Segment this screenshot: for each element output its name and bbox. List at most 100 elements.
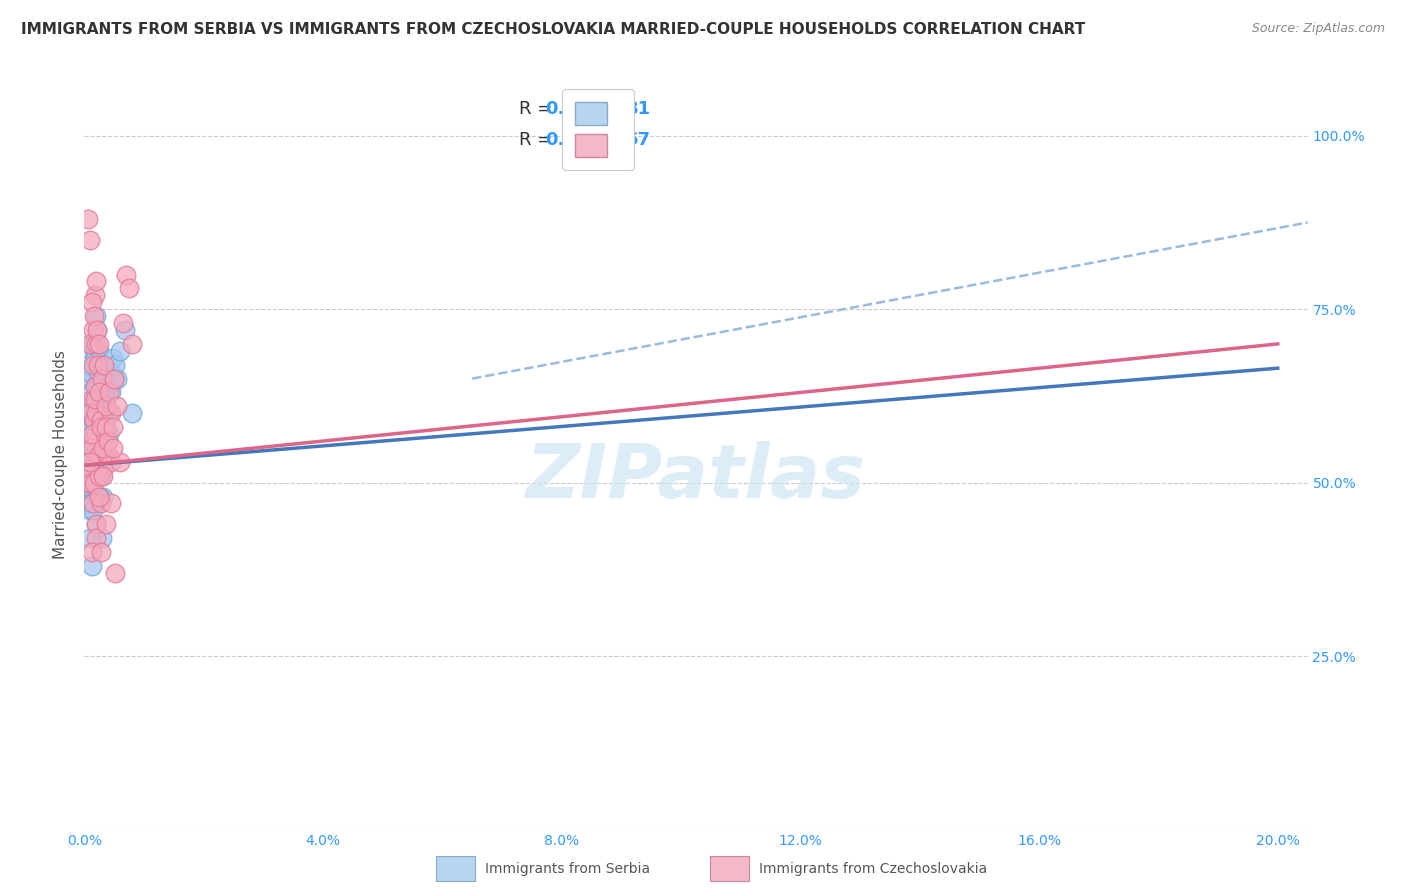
Point	[84, 309, 107, 323]
Text: ZIPatlas: ZIPatlas	[526, 441, 866, 514]
Point	[82, 496, 104, 510]
Point	[89, 490, 111, 504]
Point	[87, 358, 110, 372]
Point	[89, 400, 111, 414]
Point	[84, 441, 107, 455]
Point	[90, 468, 112, 483]
Text: N =: N =	[598, 100, 638, 118]
Point	[98, 385, 121, 400]
Point	[83, 343, 105, 358]
Y-axis label: Married-couple Households: Married-couple Households	[53, 351, 69, 559]
Point	[97, 448, 120, 462]
Point	[84, 337, 107, 351]
Point	[79, 406, 101, 420]
Point	[80, 392, 103, 407]
Point	[83, 475, 105, 490]
Point	[91, 371, 114, 385]
Point	[77, 212, 100, 227]
Point	[84, 351, 107, 365]
Point	[84, 517, 107, 532]
Point	[87, 448, 110, 462]
Point	[84, 288, 107, 302]
Point	[84, 275, 107, 289]
Text: 0.198: 0.198	[546, 131, 603, 149]
Point	[93, 462, 115, 476]
Point	[77, 483, 100, 497]
Point	[84, 427, 107, 442]
Point	[79, 233, 101, 247]
Point	[84, 517, 107, 532]
Point	[87, 400, 110, 414]
Point	[121, 406, 143, 420]
Point	[83, 351, 105, 365]
Text: Immigrants from Serbia: Immigrants from Serbia	[485, 862, 650, 876]
Point	[79, 420, 101, 434]
Point	[82, 413, 104, 427]
Point	[96, 427, 118, 442]
Point	[90, 496, 112, 510]
Point	[100, 406, 122, 420]
Text: 81: 81	[626, 100, 651, 118]
Point	[90, 420, 112, 434]
Point	[104, 358, 127, 372]
Point	[80, 496, 103, 510]
Point	[94, 400, 117, 414]
Point	[86, 323, 108, 337]
Point	[100, 365, 122, 379]
Text: 67: 67	[626, 131, 651, 149]
Point	[82, 323, 104, 337]
Point	[80, 468, 103, 483]
Point	[90, 413, 112, 427]
Point	[83, 427, 105, 442]
Point	[93, 441, 115, 455]
Point	[77, 455, 100, 469]
Point	[94, 517, 117, 532]
Point	[80, 434, 103, 448]
Point	[79, 531, 101, 545]
Point	[80, 448, 103, 462]
Point	[90, 545, 112, 559]
Point	[112, 316, 135, 330]
Point	[114, 323, 136, 337]
Point	[76, 475, 98, 490]
Point	[98, 406, 121, 420]
Point	[80, 441, 103, 455]
Point	[89, 343, 111, 358]
Point	[77, 365, 100, 379]
Point	[82, 434, 104, 448]
Point	[83, 309, 105, 323]
Point	[80, 545, 103, 559]
Text: Source: ZipAtlas.com: Source: ZipAtlas.com	[1251, 22, 1385, 36]
Point	[83, 392, 105, 407]
Point	[97, 434, 120, 448]
Point	[105, 400, 128, 414]
Point	[82, 483, 104, 497]
Point	[86, 406, 108, 420]
Point	[94, 427, 117, 442]
Point	[94, 420, 117, 434]
Point	[84, 378, 107, 392]
Text: Immigrants from Czechoslovakia: Immigrants from Czechoslovakia	[759, 862, 987, 876]
Text: IMMIGRANTS FROM SERBIA VS IMMIGRANTS FROM CZECHOSLOVAKIA MARRIED-COUPLE HOUSEHOL: IMMIGRANTS FROM SERBIA VS IMMIGRANTS FRO…	[21, 22, 1085, 37]
Point	[83, 468, 105, 483]
Point	[91, 490, 114, 504]
Point	[82, 295, 104, 310]
Text: 0.269: 0.269	[546, 100, 602, 118]
Point	[82, 392, 104, 407]
Point	[77, 371, 100, 385]
Point	[79, 455, 101, 469]
Point	[90, 531, 112, 545]
Point	[79, 434, 101, 448]
Point	[84, 462, 107, 476]
Point	[79, 455, 101, 469]
Point	[93, 385, 115, 400]
Point	[86, 468, 108, 483]
Point	[82, 400, 104, 414]
Point	[103, 371, 125, 385]
Point	[79, 462, 101, 476]
Point	[87, 385, 110, 400]
Text: N =: N =	[598, 131, 638, 149]
Point	[91, 358, 114, 372]
Point	[101, 420, 124, 434]
Point	[80, 385, 103, 400]
